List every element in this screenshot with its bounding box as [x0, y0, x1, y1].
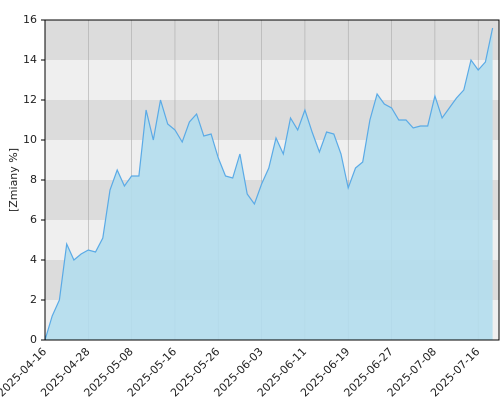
y-axis-label: [Zmiany %]	[7, 148, 20, 212]
y-tick-label: 2	[30, 293, 37, 306]
grid-band	[45, 20, 499, 60]
y-tick-label: 14	[23, 53, 37, 66]
y-tick-label: 12	[23, 93, 37, 106]
y-tick-label: 4	[30, 253, 37, 266]
y-tick-label: 10	[23, 133, 37, 146]
grid-band	[45, 60, 499, 100]
area	[45, 28, 493, 340]
y-tick-label: 8	[30, 173, 37, 186]
y-tick-label: 6	[30, 213, 37, 226]
line	[44, 27, 494, 341]
y-tick-label: 0	[30, 333, 37, 346]
y-tick-label: 16	[23, 13, 37, 26]
